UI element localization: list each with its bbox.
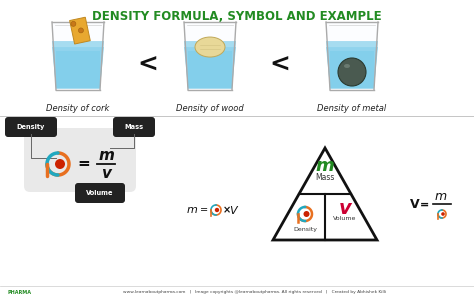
Circle shape (215, 208, 219, 212)
Text: Volume: Volume (86, 190, 114, 196)
Polygon shape (56, 51, 100, 88)
Text: Density: Density (293, 227, 317, 232)
Text: =: = (420, 200, 429, 210)
Text: Mass: Mass (315, 173, 335, 182)
Circle shape (78, 28, 83, 33)
Text: PHARMA: PHARMA (8, 289, 32, 294)
Text: $\mathbf{V}$: $\mathbf{V}$ (409, 198, 421, 212)
Circle shape (71, 21, 76, 26)
Text: v: v (101, 165, 111, 181)
Ellipse shape (195, 37, 225, 57)
FancyBboxPatch shape (75, 183, 125, 203)
Polygon shape (184, 22, 236, 90)
Text: $\it{m}$: $\it{m}$ (434, 190, 447, 204)
Text: Mass: Mass (125, 124, 144, 130)
Circle shape (55, 159, 65, 169)
Text: $\it{V}$: $\it{V}$ (229, 204, 239, 216)
Circle shape (441, 212, 445, 216)
Polygon shape (326, 22, 378, 90)
Polygon shape (273, 148, 377, 240)
FancyBboxPatch shape (70, 17, 90, 44)
Text: Volume: Volume (333, 215, 357, 221)
Text: www.learnaboutpharma.com   |   Image copyrights @learnaboutpharma. All rights re: www.learnaboutpharma.com | Image copyrig… (123, 290, 387, 294)
Polygon shape (52, 47, 104, 88)
Text: DENSITY FORMULA, SYMBOL AND EXAMPLE: DENSITY FORMULA, SYMBOL AND EXAMPLE (92, 10, 382, 23)
Polygon shape (184, 47, 236, 88)
Text: v: v (338, 198, 351, 218)
Polygon shape (184, 41, 236, 89)
Text: Density of cork: Density of cork (46, 104, 109, 113)
Circle shape (303, 211, 310, 217)
Polygon shape (52, 22, 104, 90)
Circle shape (338, 58, 366, 86)
Polygon shape (326, 47, 378, 88)
Polygon shape (326, 41, 378, 89)
Text: <: < (270, 53, 291, 77)
Text: =: = (200, 205, 208, 215)
Text: Density of metal: Density of metal (318, 104, 387, 113)
Text: =: = (78, 156, 91, 172)
Polygon shape (52, 41, 104, 89)
Text: $\mathbf{\times}$: $\mathbf{\times}$ (221, 205, 230, 215)
Text: <: < (137, 53, 158, 77)
Ellipse shape (344, 64, 350, 68)
Text: Density: Density (17, 124, 45, 130)
FancyBboxPatch shape (113, 117, 155, 137)
Text: $\it{m}$: $\it{m}$ (186, 205, 198, 215)
Polygon shape (330, 51, 374, 88)
Polygon shape (188, 51, 232, 88)
FancyBboxPatch shape (24, 128, 136, 192)
Text: m: m (98, 148, 114, 162)
FancyBboxPatch shape (5, 117, 57, 137)
Text: m: m (316, 157, 334, 175)
Text: Density of wood: Density of wood (176, 104, 244, 113)
